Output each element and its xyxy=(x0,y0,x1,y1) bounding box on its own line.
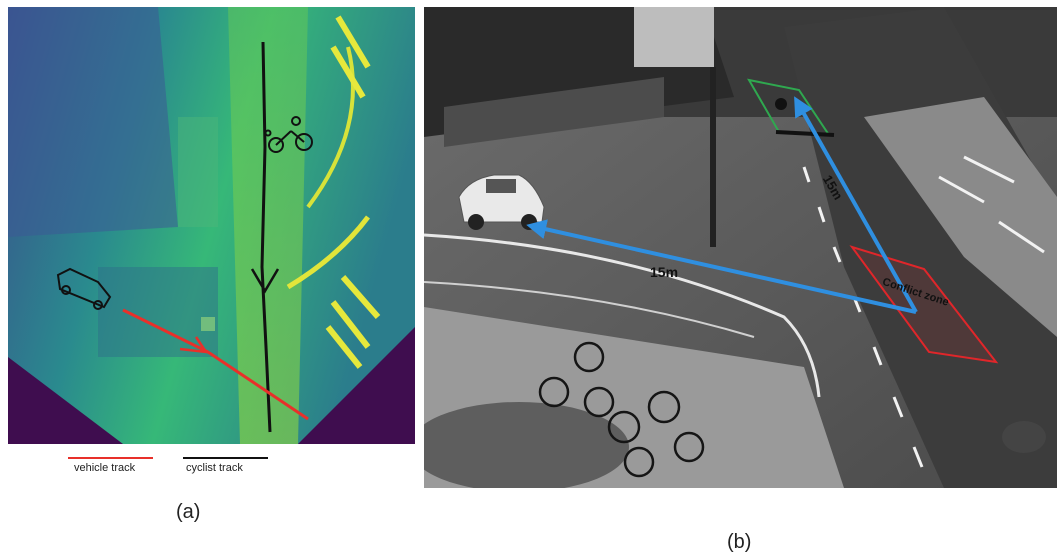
cyclist-track-line xyxy=(260,41,272,433)
street-lamp xyxy=(1002,421,1046,453)
heatmap-lane xyxy=(228,7,308,444)
car xyxy=(458,174,545,230)
legend-vehicle-track: vehicle track xyxy=(74,462,136,474)
vehicle-track-line xyxy=(122,308,309,421)
cyclist xyxy=(775,98,787,110)
panel-a-heatmap xyxy=(8,7,415,444)
lamp-pole xyxy=(710,67,716,247)
legend-cyclist-track: cyclist track xyxy=(186,462,243,474)
hatched-markings xyxy=(325,15,381,369)
caption-a: (a) xyxy=(176,501,201,523)
panel-b-camera-view: 15m 15m Conflict zone xyxy=(409,7,1057,492)
planter xyxy=(409,402,629,492)
heatmap-corner-left xyxy=(8,357,123,444)
lane-markings xyxy=(802,155,1045,468)
building xyxy=(634,7,714,67)
camera-image: 15m 15m Conflict zone xyxy=(409,7,1057,492)
heatmap-corner-right xyxy=(298,327,415,444)
parked-bicycles xyxy=(538,341,705,478)
car-icon xyxy=(56,267,112,310)
heatmap-view xyxy=(8,7,415,444)
cyclist-box-base xyxy=(775,130,835,137)
legend-swatches xyxy=(68,457,268,459)
vehicle-track-arrow xyxy=(179,336,209,354)
cyclist-distance-arrow xyxy=(794,96,918,313)
vehicle-distance-label: 15m xyxy=(650,264,678,280)
conflict-zone-box xyxy=(849,245,999,364)
median xyxy=(864,97,1057,337)
bicycle-icon xyxy=(264,116,313,153)
vehicle-distance-arrow xyxy=(526,219,917,314)
caption-b: (b) xyxy=(727,531,752,553)
cyclist-track-arrow xyxy=(250,268,280,294)
